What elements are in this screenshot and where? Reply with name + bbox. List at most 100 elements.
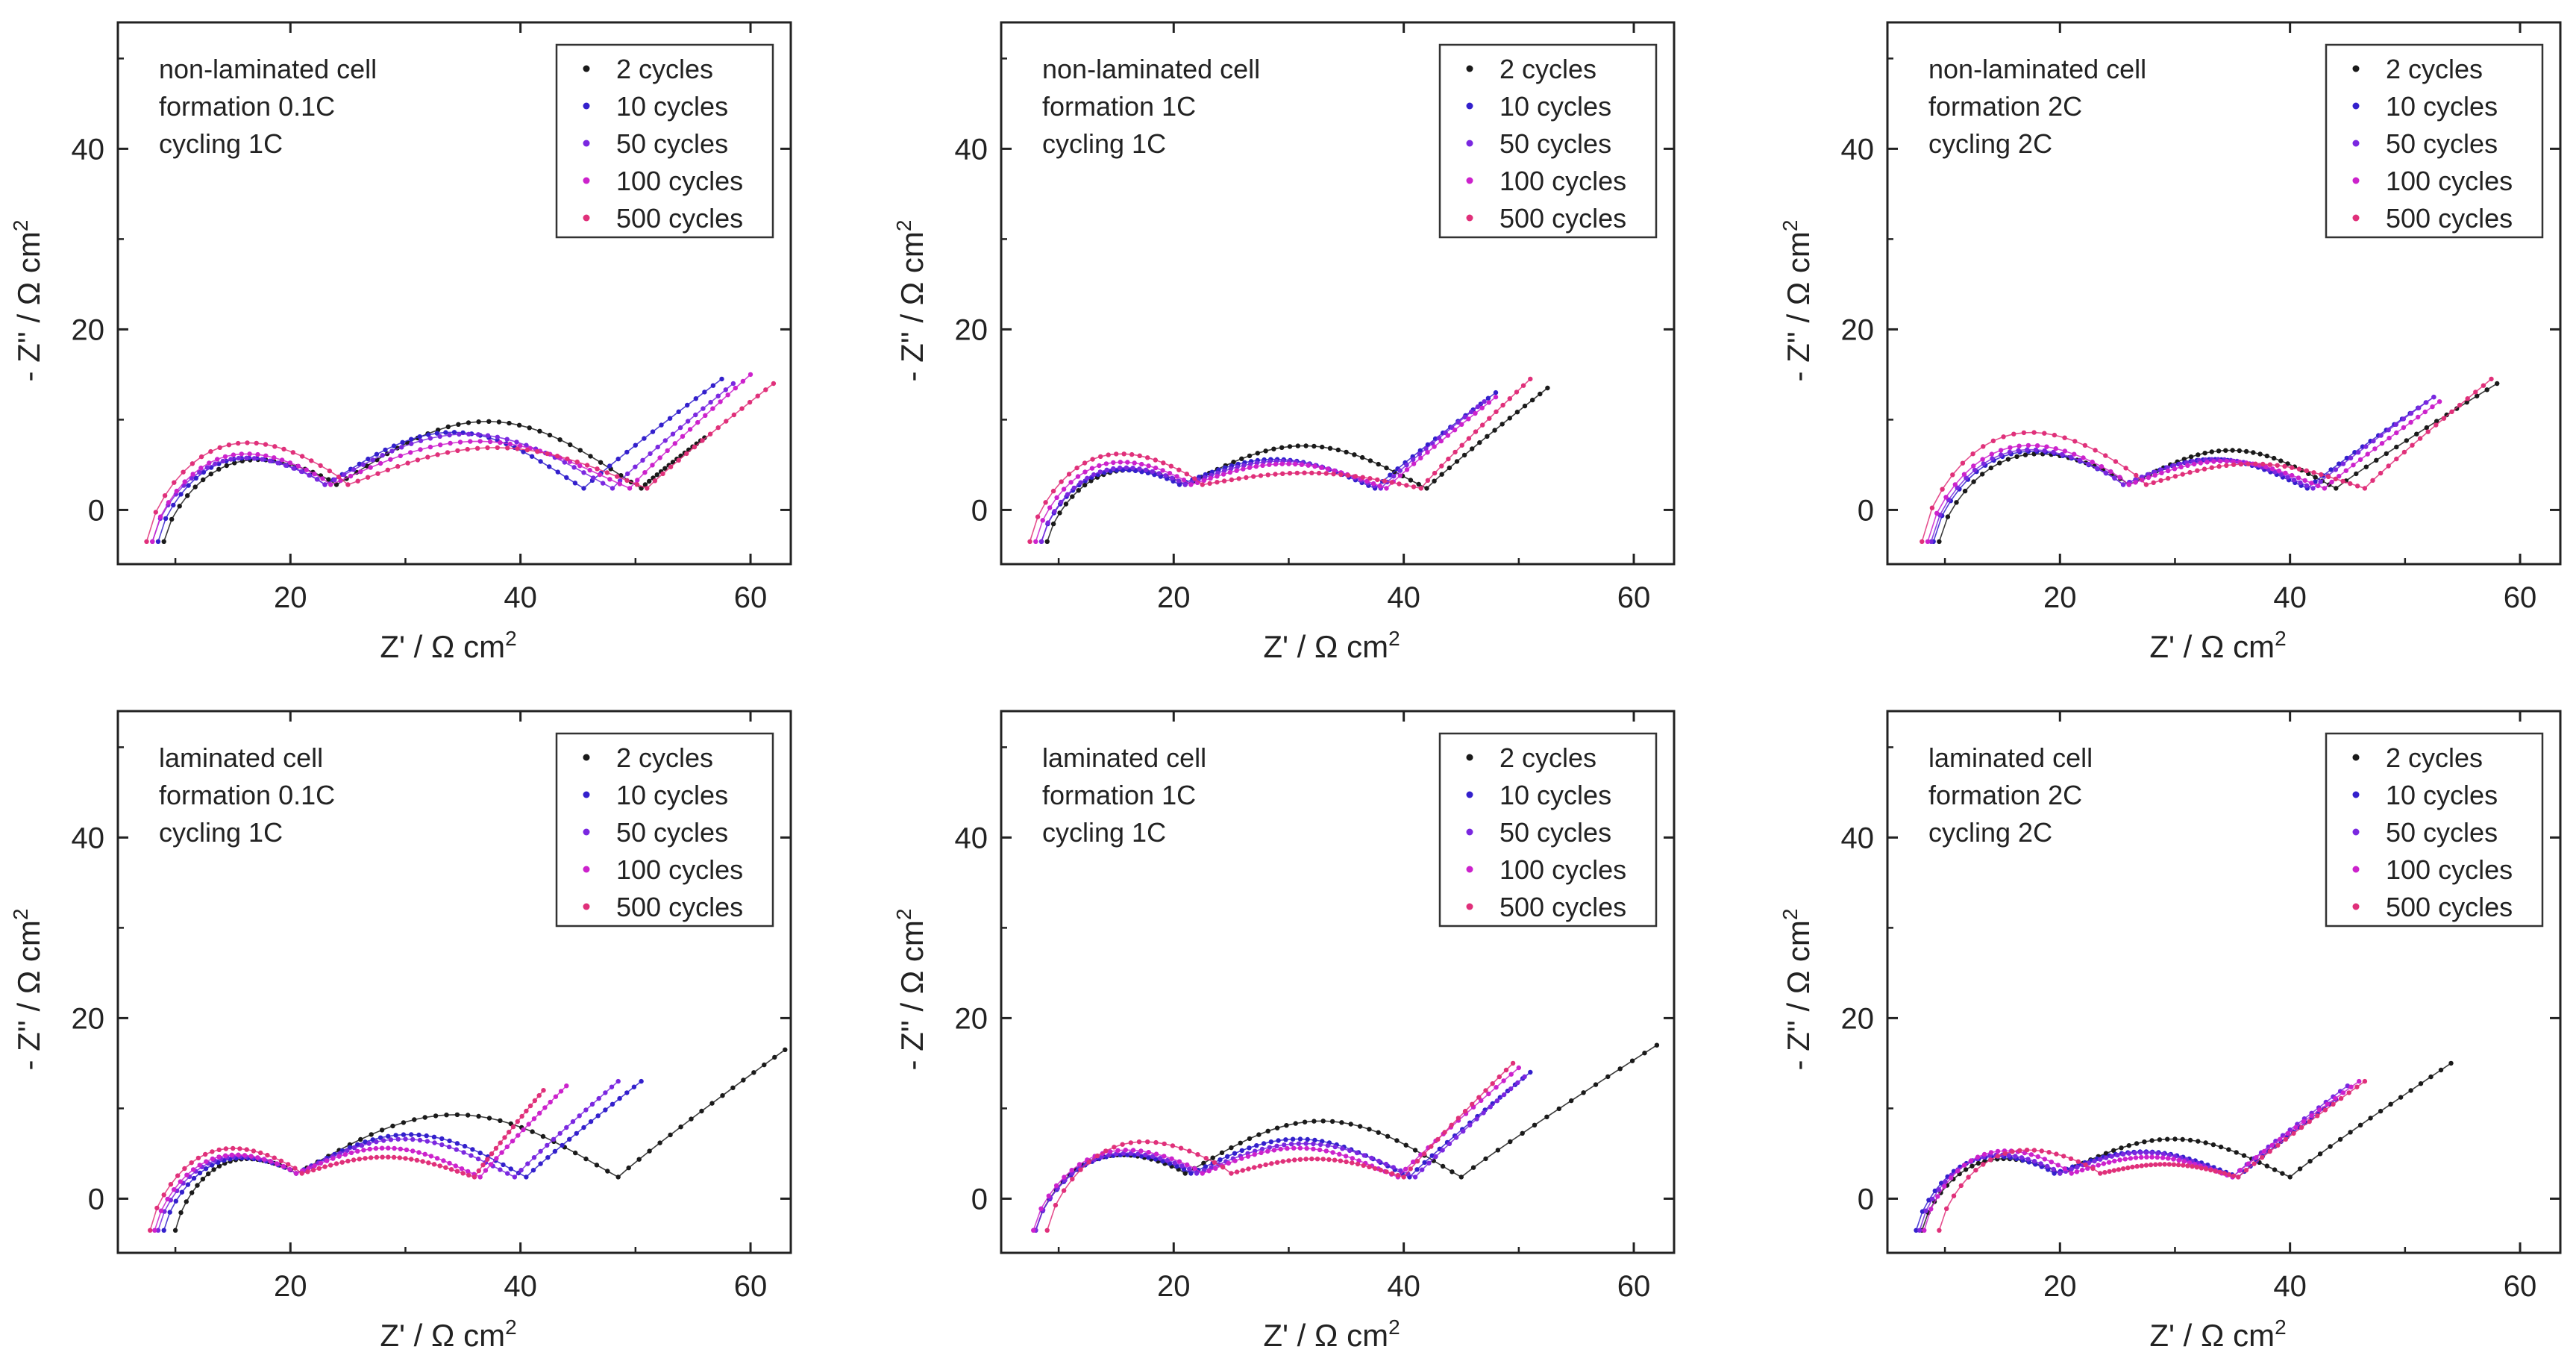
data-point [299, 1171, 304, 1176]
data-point [2007, 449, 2013, 455]
data-point [1508, 1139, 1513, 1145]
data-point [2181, 1163, 2186, 1168]
data-point [179, 1189, 185, 1195]
y-axis-label-exponent: 2 [892, 220, 915, 232]
data-point [1975, 1160, 1981, 1166]
data-point [1265, 472, 1270, 478]
data-point [2368, 1116, 2373, 1121]
data-point [2017, 1148, 2022, 1154]
data-point [2202, 451, 2207, 456]
data-point [1082, 460, 1088, 466]
data-point [1332, 1157, 1338, 1163]
data-point [2379, 441, 2385, 446]
data-point [2430, 404, 2435, 410]
data-point [2102, 1170, 2108, 1175]
data-point [1295, 443, 1301, 448]
data-point [1192, 476, 1197, 481]
data-point [1106, 452, 1111, 457]
data-point [355, 1148, 360, 1154]
data-point [2348, 455, 2354, 461]
data-point [2333, 1095, 2338, 1101]
data-point [1344, 1159, 1349, 1165]
data-point [496, 419, 502, 425]
data-point [1200, 482, 1206, 487]
data-point [1452, 449, 1458, 455]
data-point [220, 458, 226, 464]
data-point [1027, 539, 1032, 544]
data-point [531, 1155, 537, 1160]
data-point [1170, 475, 1175, 481]
data-point [577, 463, 583, 469]
series-50-cycles [155, 1078, 621, 1233]
legend-label: 50 cycles [2386, 817, 2498, 848]
data-point [2106, 1160, 2112, 1165]
legend-marker [2352, 754, 2360, 761]
data-point [2354, 484, 2360, 489]
data-point [485, 1157, 490, 1162]
data-point [2096, 1163, 2101, 1168]
data-point [2267, 462, 2273, 467]
data-point [2465, 396, 2470, 401]
data-point [186, 483, 191, 488]
data-point [226, 442, 232, 448]
data-point [1091, 472, 1097, 478]
data-point [636, 1157, 642, 1162]
data-point [2042, 431, 2047, 436]
data-point [391, 1154, 397, 1160]
data-point [1254, 1143, 1259, 1148]
data-point [1139, 461, 1144, 467]
data-point [150, 539, 155, 544]
legend-marker [1466, 791, 1473, 798]
data-point [1111, 466, 1116, 472]
data-point [370, 457, 375, 463]
data-point [1969, 1163, 1975, 1169]
data-point [229, 1152, 234, 1158]
data-point [1297, 1136, 1303, 1142]
y-tick-label: 40 [1841, 822, 1875, 854]
x-tick-label: 40 [2273, 1270, 2307, 1303]
data-point [2139, 1154, 2144, 1160]
data-point [701, 406, 706, 411]
data-point [609, 1101, 615, 1107]
data-point [2322, 486, 2328, 491]
data-point [2337, 474, 2342, 479]
data-point [1259, 1146, 1265, 1152]
data-point [1181, 1166, 1187, 1172]
data-point [2267, 1148, 2272, 1154]
data-point [2126, 1151, 2131, 1156]
legend-label: 100 cycles [2386, 854, 2513, 885]
data-point [398, 1146, 403, 1152]
series-100-cycles [1033, 394, 1499, 544]
data-point [1354, 1150, 1360, 1156]
data-point [2054, 1151, 2059, 1157]
data-point [1184, 472, 1190, 477]
data-point [1348, 1122, 1353, 1127]
data-point [255, 1155, 260, 1160]
data-point [1440, 1148, 1445, 1153]
data-point [377, 460, 383, 466]
data-point [1961, 472, 1967, 477]
data-point [292, 1166, 298, 1171]
data-point [1035, 514, 1041, 519]
data-point [161, 539, 166, 544]
data-point [475, 432, 481, 437]
data-point [2226, 1147, 2231, 1152]
y-tick-label: 0 [88, 1183, 104, 1216]
data-point [633, 464, 638, 469]
data-point [2328, 1144, 2333, 1149]
data-point [2416, 405, 2422, 410]
data-point [2006, 1153, 2012, 1158]
annotation-line: cycling 1C [159, 128, 283, 159]
data-point [1384, 486, 1389, 491]
data-point [685, 402, 690, 408]
data-point [2418, 1081, 2424, 1086]
data-point [152, 1227, 157, 1233]
data-point [2243, 1168, 2249, 1173]
data-point [426, 1160, 431, 1166]
data-point [652, 478, 658, 484]
data-point [2272, 1167, 2278, 1172]
data-point [1473, 410, 1478, 416]
data-point [1317, 1142, 1323, 1148]
data-point [178, 492, 184, 497]
data-point [200, 1177, 206, 1182]
